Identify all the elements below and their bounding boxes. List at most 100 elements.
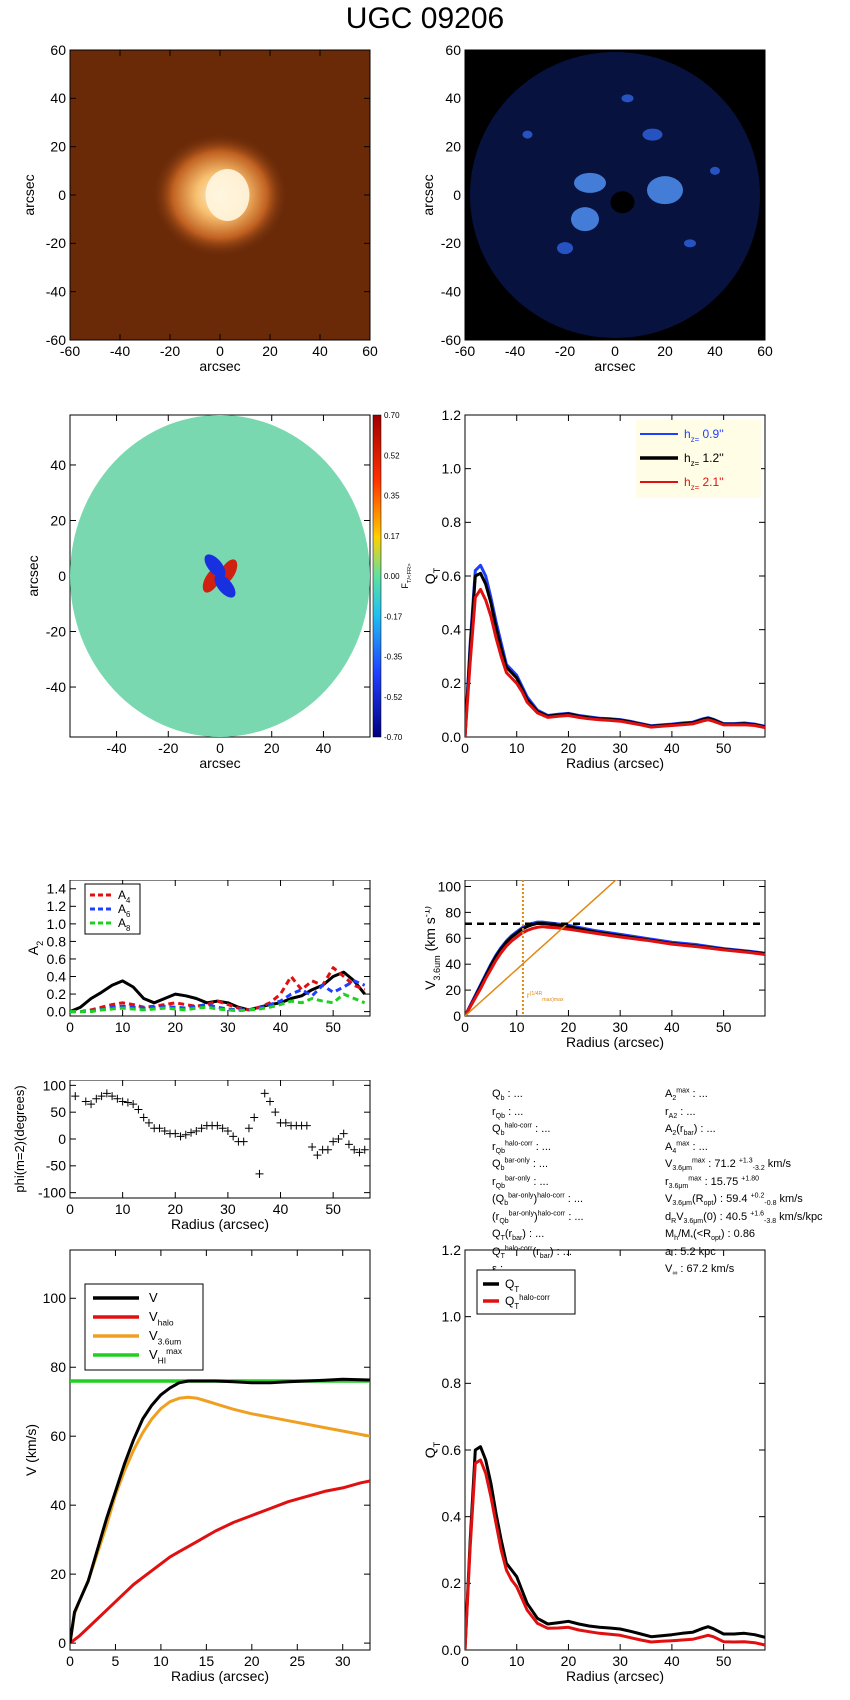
legend-box [84,883,141,935]
x-tick-label: 50 [325,1019,341,1035]
y-tick-label: 60 [445,42,461,58]
x-tick-label: -20 [555,343,575,359]
residual-blob [522,130,533,139]
y-tick-label: 0.4 [442,1509,462,1525]
x-tick-label: 0 [461,1019,469,1035]
y-tick-label: 0.0 [442,729,462,745]
qt-profiles-chart: 0 10 20 30 40 50 0.0 0.2 0.4 0.6 0.8 1.0 1.2 Radius (… [425,407,766,771]
y-tick-label: -40 [441,284,461,300]
phase-point [144,1118,153,1127]
info-qb-baronly-halo: (Qbbar-only)halo-corr : ... [492,1192,584,1208]
force_ratio_map-axes: -40 -20 0 20 40 -40 -20 0 20 40 arcsec [46,414,371,771]
phase-point [218,1124,227,1133]
y-tick-label: 1.0 [47,916,67,932]
x-tick-label: 20 [167,1019,183,1035]
y-axis-label: arcsec [425,174,436,215]
y-tick-label: 0 [58,1635,66,1651]
y-tick-label: 60 [50,1428,66,1444]
x-tick-label: 20 [262,343,278,359]
y-tick-label: 0.4 [47,968,67,984]
y-tick-label: 80 [445,904,461,920]
y-tick-label: 0.8 [442,1375,462,1391]
x-tick-label: -40 [110,343,130,359]
info-vropt: V3.6μm(Ropt) : 59.4 +0.2-0.8 km/s [665,1192,803,1208]
y-axis-label: A2 [25,941,45,955]
info-qt-rbar: QT(rbar) : ... [492,1228,545,1243]
info-qt-halo-rbar: QThalo-corr(rbar) : ... [492,1244,572,1260]
y-tick-label: 0.6 [442,568,462,584]
phase-point [239,1137,248,1146]
phase-point [81,1097,90,1106]
y-tick-label: -50 [46,1158,66,1174]
plot-frame [69,880,371,1017]
x-tick-label: 30 [612,740,628,756]
phase-point [113,1094,122,1103]
colorbar-label: FT/<FR> [400,563,413,589]
series-line-orange [465,880,617,1016]
residual-panel-chart: -60 -40 -20 0 20 40 60 -60 -40 -20 0 20 40 60 arcsec ar… [425,42,773,374]
phase-point [229,1132,238,1141]
legend-label: hz= 1.2'' [684,451,724,468]
info-left: Qb : ... rQb : ... Qbhalo-corr : ... rQb… [492,1086,584,1279]
colorbar-tick-label: 0.00 [384,572,400,581]
phase-profile-chart: 0 10 20 30 40 50 -100 -50 0 50 100 Radius (arcsec) p… [12,1080,371,1232]
residual-blob [571,207,599,232]
qt_halo_corrected-axes: 0 10 20 30 40 50 0.0 0.2 0.4 0.6 0.8 1.0 1.2 Radius (… [442,1242,766,1684]
x-axis-label: Radius (arcsec) [566,1668,664,1684]
x-tick-label: 20 [657,343,673,359]
phase-point [308,1143,317,1152]
info-rqb-baronly-halo: (rQbbar-only)halo-corr : ... [492,1209,584,1225]
x-tick-label: 50 [716,1653,732,1669]
phase-point [71,1092,80,1101]
x-tick-label: 10 [153,1653,169,1669]
phase-point [360,1145,369,1154]
rotation-curve-chart: 0 10 20 30 40 50 0 20 40 60 80 100 Radius (arcsec) r(… [425,880,766,1050]
y-tick-label: 40 [50,90,66,106]
series-line-a-6 [70,979,366,1014]
y-tick-label: 0.8 [47,933,67,949]
series-line-v-3-6um [70,1395,370,1644]
series-line-h-z-1-2- [465,571,765,737]
info-rqb-halo: rQbhalo-corr : ... [492,1139,551,1155]
y-tick-label: -20 [441,235,461,251]
y-tick-label: -20 [46,235,66,251]
y-tick-label: -40 [46,284,66,300]
rotation_curve_36-axes: 0 10 20 30 40 50 0 20 40 60 80 100 Radius (arcsec) [438,880,766,1050]
phase-point [134,1105,143,1114]
info-a2-rbar: A2(rbar) : ... [665,1123,716,1138]
legend-label: hz= 0.9'' [684,427,724,444]
y-tick-label: 20 [445,139,461,155]
y-tick-label: 0 [453,1008,461,1024]
residual-blob [621,94,634,103]
x-axis-label: Radius (arcsec) [171,1668,269,1684]
velocity-decomposition-chart: 0 5 10 15 20 25 30 0 20 40 60 80 100 Radius (arcsec) V… [23,1249,371,1684]
legend-label: VHImax [149,1346,183,1366]
x-axis-label: arcsec [199,755,240,771]
residual-blob [557,242,573,255]
x-axis-label: Radius (arcsec) [171,1216,269,1232]
y-axis-label: arcsec [25,555,41,596]
legend-label: hz= 2.1'' [684,475,724,492]
x-tick-label: 40 [312,343,328,359]
phase-point [118,1097,127,1106]
info-qb: Qb : ... [492,1088,523,1103]
x-tick-label: 30 [220,1201,236,1217]
y-tick-label: 80 [50,1359,66,1375]
series-line-h-z-0-9- [465,563,765,737]
x-tick-label: 25 [289,1653,305,1669]
y-tick-label: 60 [50,42,66,58]
y-axis-label: V (km/s) [23,1424,39,1476]
phase-point [323,1145,332,1154]
x-tick-label: -40 [505,343,525,359]
x-tick-label: 50 [716,740,732,756]
y-tick-label: 100 [438,880,462,894]
phase-point [139,1113,148,1122]
legend-box [476,1269,576,1315]
x-tick-label: 30 [220,1019,236,1035]
x-tick-label: 30 [612,1019,628,1035]
x-tick-label: 5 [112,1653,120,1669]
x-tick-label: 40 [273,1201,289,1217]
residual-hole [610,191,635,214]
qt-halo-corrected-chart: 0 10 20 30 40 50 0.0 0.2 0.4 0.6 0.8 1.0 1.2 Radius (… [425,1242,766,1684]
series-line-v-halo [70,1479,370,1645]
